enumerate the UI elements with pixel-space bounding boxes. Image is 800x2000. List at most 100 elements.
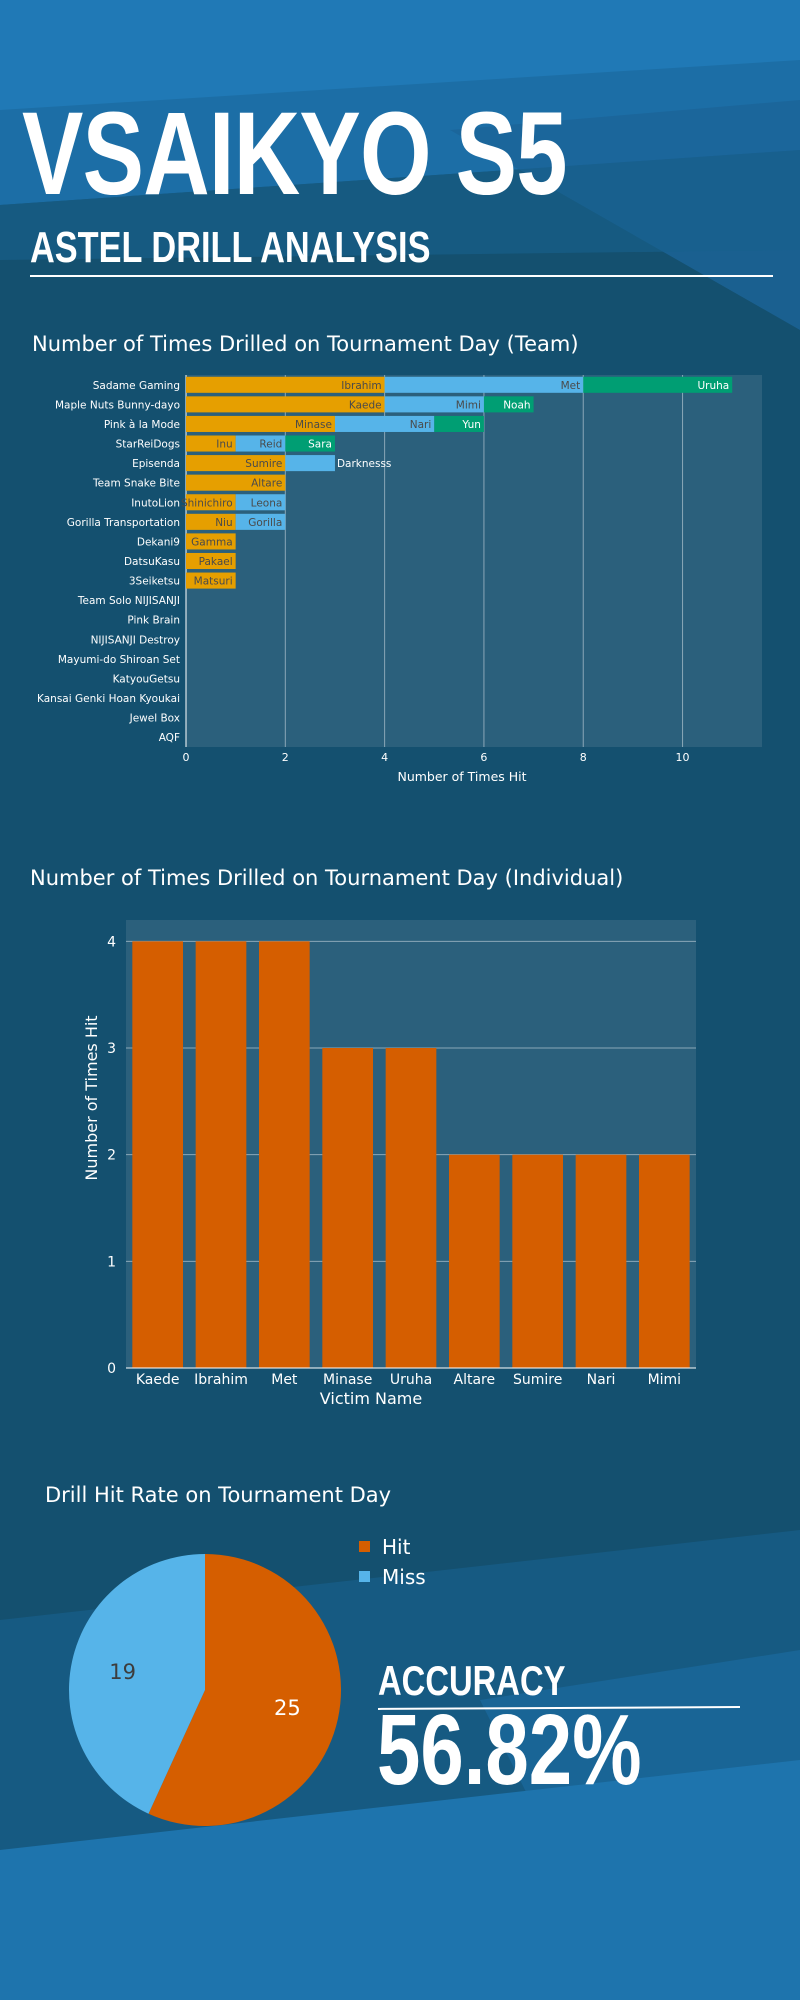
team-y-tick-label: KatyouGetsu (113, 673, 180, 685)
individual-x-tick-label: Minase (323, 1372, 372, 1388)
team-bar-label: Darknesss (337, 458, 391, 470)
team-bar-ibrahim (186, 376, 385, 393)
legend-swatch-miss (359, 1571, 370, 1582)
individual-bar-sumire (512, 1154, 563, 1368)
team-bar-met (384, 376, 584, 393)
team-bar-yun (434, 415, 484, 432)
legend-label-hit: Hit (382, 1535, 411, 1559)
team-bar-pakael (186, 552, 236, 570)
individual-chart-title: Number of Times Drilled on Tournament Da… (30, 866, 624, 890)
team-x-axis-title: Number of Times Hit (397, 769, 526, 784)
team-bar-label: Kaede (349, 399, 382, 411)
team-bar-inu (186, 435, 236, 452)
team-bar-gamma (186, 533, 236, 550)
team-y-tick-label: NIJISANJI Destroy (91, 634, 180, 646)
team-y-tick-label: AQF (159, 732, 180, 744)
team-y-tick-label: Kansai Genki Hoan Kyoukai (37, 693, 180, 705)
pie-slice-miss (69, 1554, 205, 1814)
team-bar-label: Nari (410, 419, 432, 431)
individual-bar-chart: 0 1 2 3 4 Kaede Ibrahim Met Minase Uruha Altare Sum… (82, 920, 696, 1408)
team-y-tick-label: Team Snake Bite (92, 478, 180, 490)
team-y-tick-label: Maple Nuts Bunny-dayo (55, 399, 180, 411)
team-bar-label: Leona (251, 497, 283, 509)
team-bar-label: Uruha (697, 380, 729, 392)
team-y-tick-label: Episenda (132, 458, 180, 470)
legend-swatch-hit (359, 1541, 370, 1552)
team-x-tick-label: 6 (480, 751, 487, 764)
individual-x-tick-label: Kaede (136, 1372, 180, 1388)
individual-x-tick-label: Nari (587, 1372, 616, 1388)
individual-bar-ibrahim (195, 941, 247, 1368)
team-bar-gorilla (235, 513, 286, 530)
pie-chart-title: Drill Hit Rate on Tournament Day (45, 1483, 392, 1507)
team-bar-label: Mimi (456, 399, 481, 411)
team-bar-label: Gorilla (248, 517, 282, 529)
team-bar-altare (186, 474, 286, 491)
individual-bar-altare (449, 1154, 500, 1368)
individual-y-axis-title: Number of Times Hit (82, 1015, 101, 1180)
team-bar-uruha (583, 376, 733, 393)
individual-x-tick-label: Met (271, 1372, 298, 1388)
team-x-tick-label: 4 (381, 751, 388, 764)
accuracy-label: ACCURACY (378, 1657, 566, 1704)
team-y-tick-label: Pink à la Mode (104, 419, 180, 431)
team-bar-label: Inu (216, 439, 232, 451)
individual-x-tick-label: Ibrahim (194, 1372, 248, 1388)
team-bar-label: Niu (215, 517, 232, 529)
title-divider (30, 275, 773, 277)
individual-x-axis-title: Victim Name (320, 1389, 422, 1408)
individual-y-tick-label: 2 (107, 1148, 116, 1164)
team-bar-mimi (384, 396, 484, 413)
team-y-tick-label: DatsuKasu (124, 556, 180, 568)
individual-x-tick-label: Mimi (648, 1372, 682, 1388)
team-y-tick-label: Mayumi-do Shiroan Set (58, 654, 180, 666)
team-x-tick-label: 8 (580, 751, 587, 764)
accuracy-value: 56.82% (377, 1694, 642, 1806)
team-bar-reid (235, 435, 286, 452)
individual-y-tick-label: 3 (107, 1041, 116, 1057)
individual-y-tick-label: 1 (107, 1254, 116, 1270)
team-bar-niu (186, 513, 236, 530)
team-bar-label: Reid (259, 439, 282, 451)
team-bar-label: Noah (503, 399, 530, 411)
team-bar-label: Matsuri (194, 576, 233, 588)
team-y-tick-label: Jewel Box (129, 713, 180, 725)
team-bar-label: Met (561, 380, 581, 392)
individual-bar-minase (322, 1048, 373, 1368)
page-subtitle: ASTEL DRILL ANALYSIS (30, 223, 431, 272)
pie-slice-hit (148, 1554, 342, 1826)
pie-legend: Hit Miss (359, 1535, 426, 1589)
team-bar-shinichiro (186, 494, 236, 511)
page-title: VSAIKYO S5 (22, 88, 567, 220)
individual-bar-uruha (385, 1048, 437, 1368)
team-bar-label: Ibrahim (341, 380, 381, 392)
individual-bar-mimi (639, 1154, 690, 1368)
individual-bar-nari (575, 1154, 627, 1368)
team-x-tick-label: 10 (676, 751, 690, 764)
team-bar-label: Yun (461, 419, 481, 431)
team-bar-matsuri (186, 572, 236, 589)
team-bar-sumire (186, 455, 286, 472)
team-bar-kaede (186, 396, 385, 413)
team-y-tick-label: 3Seiketsu (129, 576, 180, 588)
team-bar-minase (186, 415, 335, 432)
hit-rate-pie-chart: 25 19 (69, 1554, 342, 1826)
team-chart-title: Number of Times Drilled on Tournament Da… (32, 332, 579, 356)
team-y-tick-label: Dekani9 (137, 536, 180, 548)
team-y-tick-label: InutoLion (131, 497, 180, 509)
team-y-tick-label: Pink Brain (127, 615, 180, 627)
individual-bar-kaede (132, 941, 183, 1368)
individual-y-tick-label: 4 (107, 934, 116, 950)
team-bar-label: Sumire (245, 458, 282, 470)
team-bar-label: Sara (308, 439, 332, 451)
team-bar-sara (285, 435, 335, 452)
team-y-tick-label: Team Solo NIJISANJI (77, 595, 180, 607)
individual-x-tick-label: Sumire (513, 1372, 562, 1388)
team-x-tick-label: 2 (282, 751, 289, 764)
team-bar-leona (235, 494, 286, 511)
team-bar-label: Minase (295, 419, 332, 431)
team-y-tick-label: Sadame Gaming (93, 380, 180, 392)
individual-y-tick-label: 0 (107, 1361, 116, 1377)
pie-value-label: 19 (109, 1660, 136, 1684)
team-x-tick-label: 0 (183, 751, 190, 764)
